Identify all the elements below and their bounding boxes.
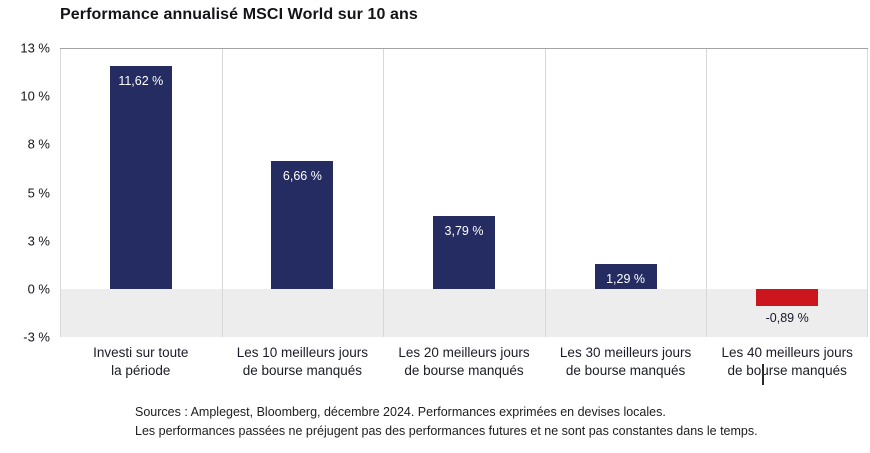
category-label-line: Les 20 meilleurs jours	[398, 345, 530, 360]
bar-missed-20-best-days: 3,79 %	[432, 216, 495, 289]
chart-title: Performance annualisé MSCI World sur 10 …	[60, 6, 418, 23]
vertical-gridline	[544, 49, 546, 337]
bar-missed-10-best-days: 6,66 %	[271, 161, 334, 289]
category-label-invested-full-period: Investi sur toute la période	[60, 344, 222, 380]
category-label-line: de bourse manqués	[404, 363, 524, 378]
vertical-gridline	[221, 49, 223, 337]
bar-group-missed-20-best-days: 3,79 %	[383, 49, 545, 337]
category-label-missed-40-best-days: Les 40 meilleurs jours de bourse manqués	[706, 344, 868, 380]
text-cursor-artifact	[762, 364, 764, 385]
bar-invested-full-period: 11,62 %	[109, 65, 172, 289]
category-label-missed-10-best-days: Les 10 meilleurs jours de bourse manqués	[222, 344, 384, 380]
y-tick-label: 3 %	[27, 233, 50, 249]
y-tick-label: -3 %	[23, 329, 50, 345]
y-tick-label: 0 %	[27, 281, 50, 297]
negative-region-band	[60, 288, 868, 337]
category-label-line: de bourse manqués	[727, 363, 847, 378]
vertical-gridline	[383, 49, 385, 337]
source-line-1: Sources : Amplegest, Bloomberg, décembre…	[135, 405, 666, 419]
bar-value-label: 1,29 %	[606, 272, 646, 287]
source-note: Sources : Amplegest, Bloomberg, décembre…	[135, 403, 758, 441]
category-label-line: Les 30 meilleurs jours	[559, 345, 692, 360]
vertical-gridline	[706, 49, 708, 337]
y-axis: 13 % 10 % 8 % 5 % 3 % 0 % -3 %	[0, 41, 50, 345]
category-label-line: de bourse manqués	[565, 363, 686, 378]
category-label-missed-20-best-days: Les 20 meilleurs jours de bourse manqués	[383, 344, 545, 380]
y-tick-label: 10 %	[20, 88, 50, 104]
plot-area: 11,62 % 6,66 % 3,79 % 1,29 % -0,	[60, 48, 868, 337]
bar-group-missed-40-best-days: -0,89 %	[706, 49, 868, 337]
y-tick-label: 8 %	[27, 136, 50, 152]
vertical-gridline	[867, 49, 868, 337]
bar-value-label: 11,62 %	[118, 73, 164, 88]
bar-value-label: -0,89 %	[765, 311, 809, 326]
source-line-2: Les performances passées ne préjugent pa…	[135, 424, 758, 438]
category-label-missed-30-best-days: Les 30 meilleurs jours de bourse manqués	[545, 344, 707, 380]
bar-value-label: 6,66 %	[282, 169, 322, 184]
category-label-line: la période	[111, 363, 171, 378]
y-tick-label: 5 %	[27, 185, 50, 200]
bar-value-label: 3,79 %	[444, 224, 484, 239]
bar-missed-30-best-days: 1,29 %	[594, 264, 657, 289]
bar-group-missed-30-best-days: 1,29 %	[545, 49, 707, 337]
y-tick-label: 13 %	[20, 40, 50, 56]
vertical-gridline	[60, 49, 61, 337]
category-label-line: Les 10 meilleurs jours	[236, 345, 369, 360]
bar-group-invested-full-period: 11,62 %	[60, 49, 222, 337]
category-label-line: Les 40 meilleurs jours	[721, 345, 853, 360]
bars-container: 11,62 % 6,66 % 3,79 % 1,29 % -0,	[60, 49, 868, 337]
category-label-line: de bourse manqués	[242, 363, 363, 378]
bar-missed-40-best-days: -0,89 %	[756, 289, 819, 325]
x-axis-labels: Investi sur toute la période Les 10 meil…	[60, 344, 868, 380]
bar-group-missed-10-best-days: 6,66 %	[222, 49, 384, 337]
category-label-line: Investi sur toute	[93, 345, 189, 360]
